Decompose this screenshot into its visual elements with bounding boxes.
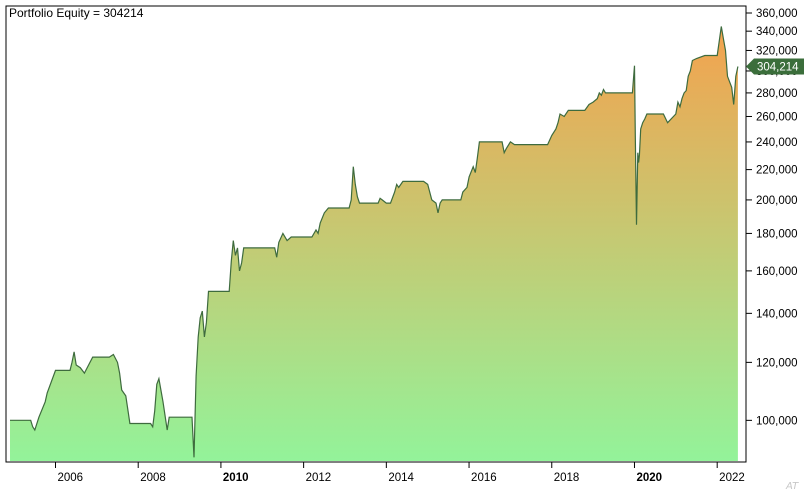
- y-tick-label: 100,000: [756, 415, 798, 427]
- watermark-text: AT: [785, 481, 799, 492]
- x-axis: 2006 2008 2010 2012 2014 2016 2018 2020 2022: [54, 462, 745, 484]
- x-tick-label: 2018: [554, 472, 580, 484]
- y-tick-label: 120,000: [756, 357, 798, 369]
- y-tick-label: 280,000: [756, 88, 798, 100]
- y-tick-label: 360,000: [756, 8, 798, 20]
- x-tick-label: 2006: [57, 472, 83, 484]
- equity-area-layer: [10, 26, 738, 461]
- y-tick-label: 260,000: [756, 111, 798, 123]
- equity-line-layer: [10, 26, 739, 458]
- equity-line: [10, 26, 739, 458]
- x-tick-label: 2022: [719, 472, 745, 484]
- x-tick-label: 2012: [306, 472, 332, 484]
- last-value-tag: 304,214: [746, 58, 804, 75]
- x-tick-label: 2020: [636, 472, 662, 484]
- chart-title: Portfolio Equity = 304214: [9, 6, 144, 20]
- y-tick-label: 320,000: [756, 45, 798, 57]
- y-axis: 100,000 120,000 140,000 160,000 180,000 200,0…: [746, 8, 798, 427]
- y-tick-label: 160,000: [756, 266, 798, 278]
- y-tick-label: 140,000: [756, 308, 798, 320]
- y-tick-label: 180,000: [756, 228, 798, 240]
- x-tick-label: 2016: [471, 472, 497, 484]
- y-tick-label: 340,000: [756, 26, 798, 38]
- equity-area: [10, 26, 738, 461]
- last-value-label: 304,214: [757, 62, 799, 74]
- y-tick-label: 220,000: [756, 165, 798, 177]
- y-tick-label: 240,000: [756, 137, 798, 149]
- x-tick-label: 2014: [388, 472, 414, 484]
- x-tick-label: 2010: [223, 472, 249, 484]
- last-value-tag-shape: [746, 58, 804, 75]
- x-tick-label: 2008: [140, 472, 166, 484]
- y-tick-label: 200,000: [756, 195, 798, 207]
